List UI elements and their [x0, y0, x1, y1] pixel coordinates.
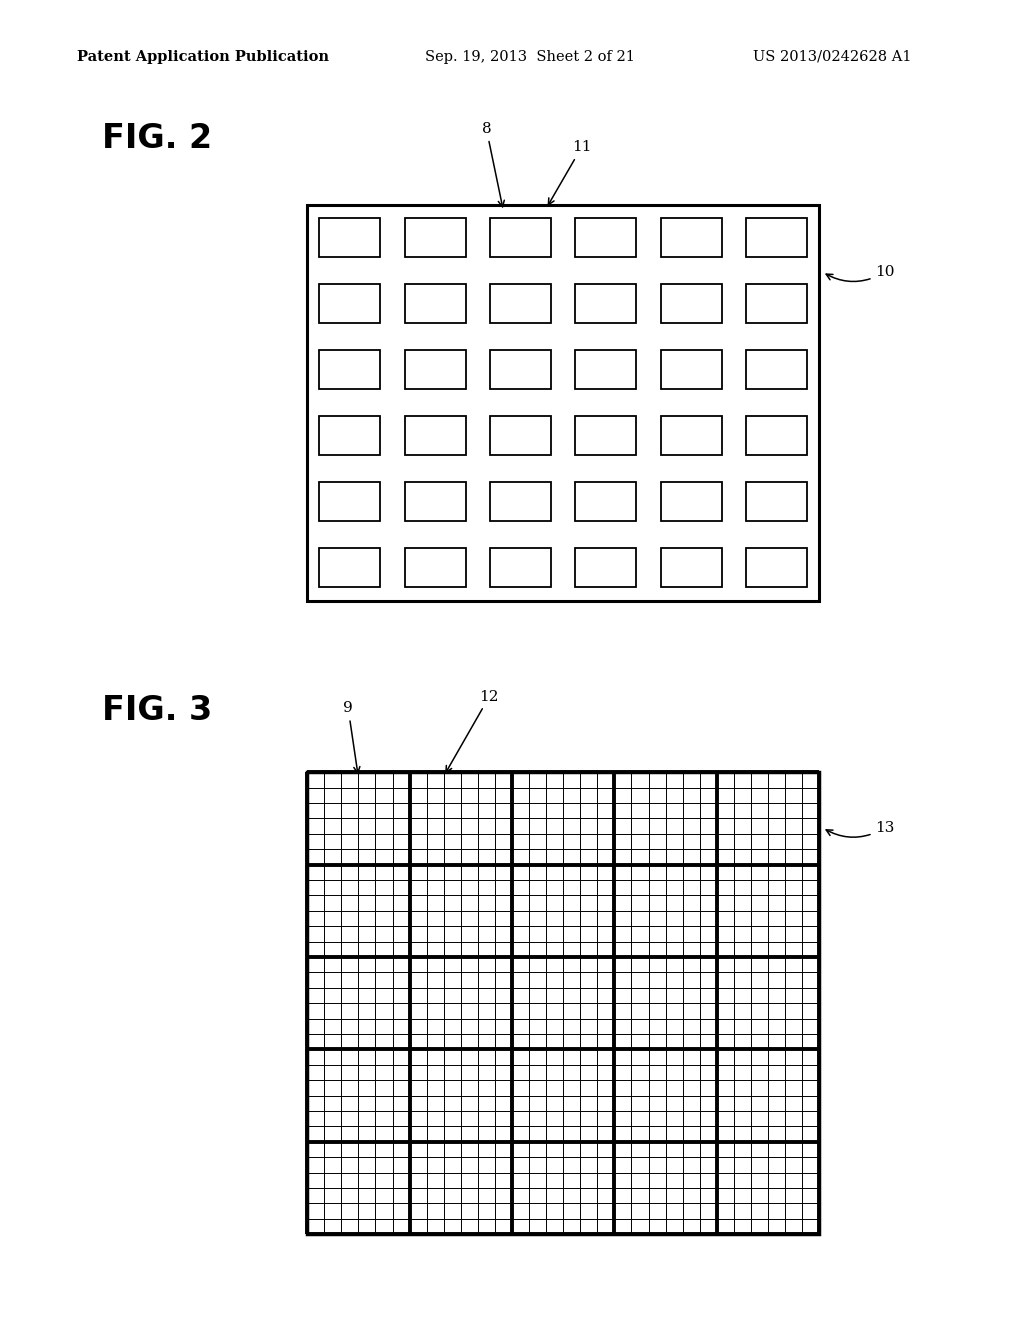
Bar — [660, 218, 722, 257]
Text: US 2013/0242628 A1: US 2013/0242628 A1 — [753, 50, 911, 63]
Bar — [404, 548, 466, 587]
Bar — [490, 416, 551, 455]
Text: Sep. 19, 2013  Sheet 2 of 21: Sep. 19, 2013 Sheet 2 of 21 — [425, 50, 635, 63]
Bar — [575, 548, 636, 587]
Bar — [490, 350, 551, 389]
Bar — [490, 548, 551, 587]
Bar — [746, 350, 807, 389]
Text: 11: 11 — [549, 140, 591, 205]
Bar — [307, 772, 819, 1234]
Bar — [490, 482, 551, 521]
Bar — [319, 548, 380, 587]
Bar — [746, 284, 807, 323]
Bar — [575, 350, 636, 389]
Text: 10: 10 — [826, 265, 895, 281]
Bar — [746, 548, 807, 587]
Bar — [307, 205, 819, 601]
Bar — [746, 218, 807, 257]
Bar — [490, 218, 551, 257]
Bar — [307, 772, 819, 1234]
Bar — [660, 284, 722, 323]
Text: 8: 8 — [481, 121, 504, 207]
Bar — [319, 218, 380, 257]
Text: Patent Application Publication: Patent Application Publication — [77, 50, 329, 63]
Bar — [404, 284, 466, 323]
Bar — [319, 482, 380, 521]
Bar — [490, 284, 551, 323]
Bar — [660, 548, 722, 587]
Bar — [575, 482, 636, 521]
Text: 12: 12 — [446, 689, 499, 772]
Bar — [575, 218, 636, 257]
Bar — [404, 350, 466, 389]
Bar — [575, 416, 636, 455]
Bar — [746, 482, 807, 521]
Bar — [746, 416, 807, 455]
Bar — [404, 218, 466, 257]
Text: FIG. 3: FIG. 3 — [102, 694, 213, 726]
Bar — [319, 350, 380, 389]
Text: 9: 9 — [343, 701, 359, 774]
Bar — [404, 416, 466, 455]
Bar — [660, 416, 722, 455]
Text: FIG. 2: FIG. 2 — [102, 121, 213, 154]
Bar — [319, 284, 380, 323]
Bar — [404, 482, 466, 521]
Bar — [660, 350, 722, 389]
Text: 13: 13 — [826, 821, 895, 837]
Bar — [660, 482, 722, 521]
Bar — [319, 416, 380, 455]
Bar — [575, 284, 636, 323]
